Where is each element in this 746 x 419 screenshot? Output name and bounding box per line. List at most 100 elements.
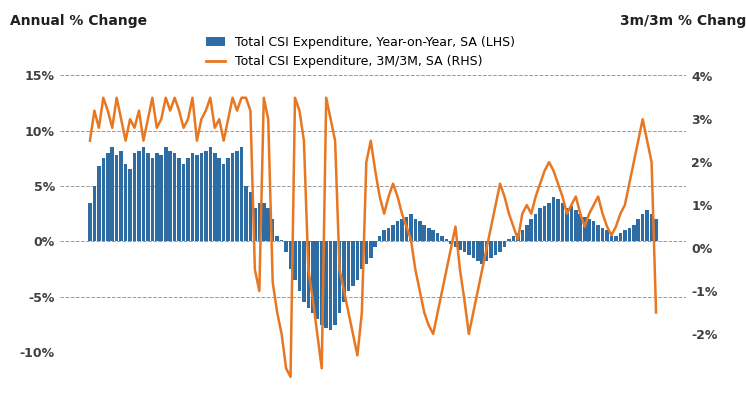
Bar (494, 241, 498, 255)
Bar (88, 203, 92, 241)
Bar (498, 241, 502, 253)
Bar (316, 241, 319, 319)
Bar (93, 186, 96, 241)
Bar (284, 241, 288, 253)
Bar (128, 169, 132, 241)
Bar (235, 150, 239, 241)
Bar (431, 230, 435, 241)
Bar (404, 217, 408, 241)
Bar (583, 217, 586, 241)
Bar (146, 153, 150, 241)
Bar (463, 241, 466, 253)
Bar (627, 228, 631, 241)
Bar (418, 222, 421, 241)
Bar (244, 186, 248, 241)
Bar (137, 150, 141, 241)
Bar (552, 197, 555, 241)
Bar (302, 241, 306, 303)
Bar (222, 164, 225, 241)
Bar (164, 147, 168, 241)
Bar (601, 228, 604, 241)
Bar (191, 153, 194, 241)
Bar (440, 236, 444, 241)
Bar (454, 241, 457, 247)
Bar (650, 214, 653, 241)
Bar (578, 214, 582, 241)
Bar (347, 241, 351, 291)
Bar (289, 241, 292, 269)
Bar (641, 214, 645, 241)
Bar (298, 241, 301, 291)
Bar (395, 222, 399, 241)
Bar (471, 241, 475, 258)
Bar (320, 241, 324, 325)
Bar (449, 241, 453, 243)
Text: 3m/3m % Change: 3m/3m % Change (619, 14, 746, 28)
Bar (204, 150, 207, 241)
Bar (369, 241, 372, 258)
Bar (543, 206, 546, 241)
Bar (507, 239, 511, 241)
Bar (178, 158, 181, 241)
Bar (209, 147, 212, 241)
Bar (632, 225, 636, 241)
Bar (512, 236, 515, 241)
Bar (565, 208, 568, 241)
Bar (534, 214, 537, 241)
Bar (654, 219, 658, 241)
Bar (636, 219, 640, 241)
Bar (293, 241, 297, 280)
Bar (307, 241, 310, 308)
Bar (530, 219, 533, 241)
Bar (119, 150, 123, 241)
Bar (391, 225, 395, 241)
Bar (422, 225, 426, 241)
Bar (253, 208, 257, 241)
Bar (257, 203, 261, 241)
Bar (516, 233, 520, 241)
Bar (436, 233, 439, 241)
Bar (427, 228, 430, 241)
Bar (645, 210, 649, 241)
Bar (570, 206, 573, 241)
Bar (467, 241, 471, 255)
Bar (169, 150, 172, 241)
Bar (356, 241, 359, 280)
Bar (360, 241, 363, 269)
Bar (142, 147, 145, 241)
Bar (200, 153, 203, 241)
Bar (458, 241, 462, 250)
Bar (266, 208, 270, 241)
Bar (574, 210, 577, 241)
Bar (480, 241, 484, 264)
Bar (365, 241, 368, 264)
Bar (182, 164, 185, 241)
Bar (231, 153, 234, 241)
Bar (160, 155, 163, 241)
Bar (97, 166, 101, 241)
Bar (101, 158, 105, 241)
Bar (186, 158, 189, 241)
Bar (155, 153, 159, 241)
Bar (413, 219, 417, 241)
Bar (539, 208, 542, 241)
Bar (476, 241, 480, 261)
Bar (338, 241, 342, 313)
Text: Annual % Change: Annual % Change (10, 14, 147, 28)
Bar (445, 239, 448, 241)
Bar (521, 230, 524, 241)
Bar (329, 241, 333, 330)
Bar (226, 158, 230, 241)
Bar (195, 155, 198, 241)
Bar (378, 236, 381, 241)
Bar (485, 241, 489, 261)
Bar (173, 153, 176, 241)
Bar (280, 240, 283, 241)
Bar (262, 203, 266, 241)
Bar (587, 219, 591, 241)
Bar (374, 241, 377, 247)
Bar (351, 241, 355, 286)
Bar (596, 225, 600, 241)
Bar (151, 158, 154, 241)
Bar (623, 230, 627, 241)
